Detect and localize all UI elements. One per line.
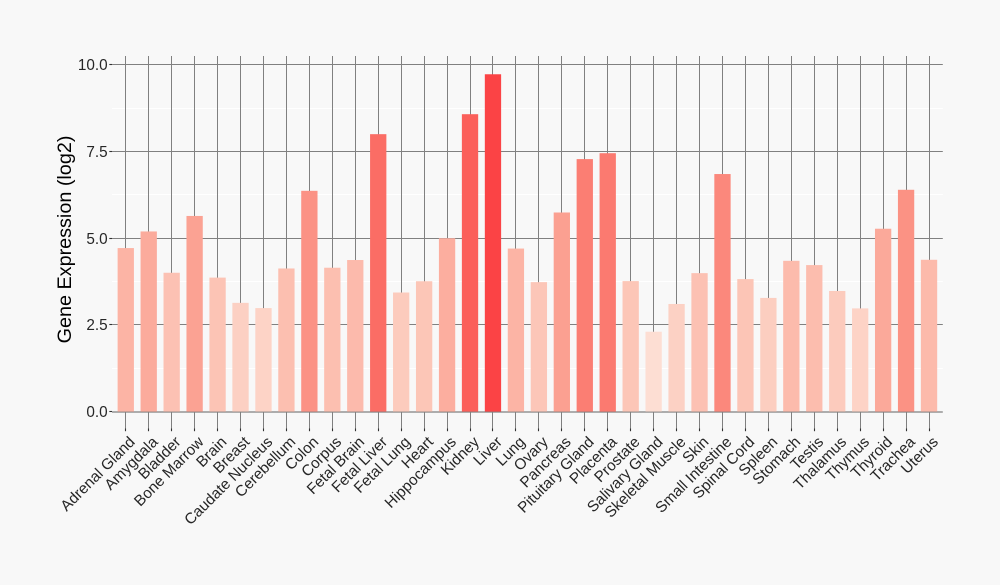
- svg-text:10.0: 10.0: [78, 57, 108, 74]
- svg-text:0.0: 0.0: [86, 404, 107, 421]
- svg-text:7.5: 7.5: [86, 144, 107, 161]
- svg-text:Gene Expression (log2): Gene Expression (log2): [54, 136, 76, 344]
- svg-text:5.0: 5.0: [86, 231, 107, 248]
- svg-text:2.5: 2.5: [86, 317, 107, 334]
